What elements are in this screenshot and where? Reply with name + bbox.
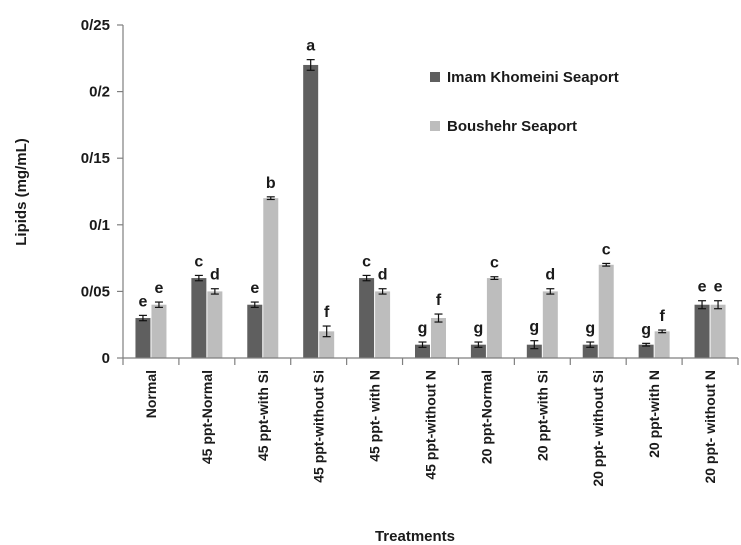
significance-letter: c xyxy=(194,253,203,270)
bar xyxy=(526,344,542,358)
significance-letter: c xyxy=(490,255,499,272)
y-axis-title: Lipids (mg/mL) xyxy=(13,138,30,246)
significance-letter: g xyxy=(474,320,484,337)
y-tick-label: 0 xyxy=(102,350,110,367)
significance-letter: g xyxy=(641,321,651,338)
x-category-label: 45 ppt- with N xyxy=(367,370,383,462)
bar xyxy=(263,198,279,358)
x-category-label: 20 ppt-Normal xyxy=(478,370,494,464)
x-category-label: 45 ppt-without N xyxy=(423,370,439,480)
bar xyxy=(694,304,710,358)
bar xyxy=(486,278,502,358)
bar xyxy=(375,291,391,358)
significance-letter: d xyxy=(210,267,220,284)
error-bars xyxy=(138,59,723,350)
bar xyxy=(710,304,726,358)
significance-letter: f xyxy=(324,304,330,321)
bar xyxy=(654,331,670,358)
significance-letter: g xyxy=(529,319,539,336)
x-axis-category-labels: Normal 45 ppt-Normal 45 ppt-with Si 45 ppt-… xyxy=(122,358,739,487)
legend-label: Boushehr Seaport xyxy=(447,118,577,135)
y-tick-label: 0/2 xyxy=(89,84,110,101)
significance-letter: g xyxy=(585,320,595,337)
significance-letter: e xyxy=(714,279,723,296)
x-axis-title: Treatments xyxy=(375,528,455,545)
x-category-label: 45 ppt-with Si xyxy=(255,370,271,461)
significance-letter: g xyxy=(418,320,428,337)
significance-letter: f xyxy=(436,292,442,309)
significance-letter: b xyxy=(266,175,276,192)
legend-swatch xyxy=(430,121,440,131)
significance-letter: d xyxy=(378,267,388,284)
bar xyxy=(191,278,207,358)
bars xyxy=(135,64,726,359)
y-tick-label: 0/1 xyxy=(89,217,110,234)
significance-letter: e xyxy=(139,293,148,310)
x-category-label: 45 ppt-Normal xyxy=(199,370,215,464)
significance-letter: c xyxy=(602,241,611,258)
x-category-label: 20 ppt- without Si xyxy=(590,370,606,487)
y-tick-label: 0/15 xyxy=(81,150,110,167)
x-category-label: 45 ppt-without Si xyxy=(311,370,327,483)
y-tick-label: 0/25 xyxy=(81,17,110,34)
significance-letter: e xyxy=(250,280,259,297)
bar xyxy=(303,64,319,359)
significance-letter: a xyxy=(306,38,315,55)
bar xyxy=(415,344,430,358)
y-axis-ticks: 0 0/05 0/1 0/15 0/2 0/25 xyxy=(81,17,123,367)
bar xyxy=(582,344,598,358)
x-category-label: 20 ppt-with N xyxy=(646,370,662,458)
bar xyxy=(135,318,151,358)
x-category-label: 20 ppt- without N xyxy=(702,370,718,484)
bar xyxy=(319,331,335,358)
bar xyxy=(207,291,223,358)
bar xyxy=(151,304,167,358)
significance-letter: f xyxy=(659,308,665,325)
legend: Imam Khomeini Seaport Boushehr Seaport xyxy=(430,69,619,135)
bar xyxy=(247,304,263,358)
significance-letter: d xyxy=(545,267,555,284)
bar xyxy=(431,318,446,358)
bar xyxy=(542,291,558,358)
bar xyxy=(359,278,375,358)
bar xyxy=(638,344,654,358)
legend-swatch xyxy=(430,72,440,82)
y-tick-label: 0/05 xyxy=(81,283,110,300)
significance-letter: e xyxy=(155,280,164,297)
legend-label: Imam Khomeini Seaport xyxy=(447,69,619,86)
bar xyxy=(470,344,486,358)
x-category-label: Normal xyxy=(143,370,159,418)
bar xyxy=(598,264,614,358)
significance-letter: c xyxy=(362,253,371,270)
significance-letter: e xyxy=(698,279,707,296)
x-category-label: 20 ppt-with Si xyxy=(534,370,550,461)
